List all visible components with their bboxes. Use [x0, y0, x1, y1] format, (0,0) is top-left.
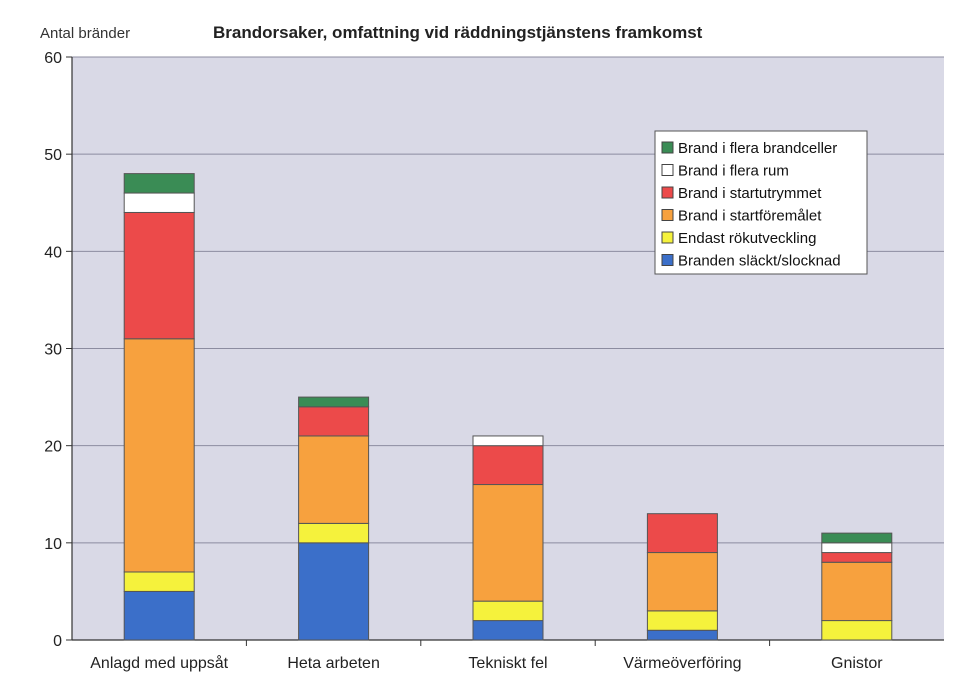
bar-segment: [298, 435, 370, 524]
bar-segment: [646, 629, 718, 641]
x-tick-label: Anlagd med uppsåt: [90, 654, 228, 672]
bar-segment: [472, 435, 544, 447]
bar-segment: [472, 620, 544, 641]
bar-segment: [646, 610, 718, 631]
bar-segment: [298, 396, 370, 408]
bar-segment: [821, 552, 893, 563]
legend-swatch: [661, 231, 674, 244]
bar-segment: [646, 513, 718, 554]
legend-label: Endast rökutveckling: [678, 230, 816, 247]
bar-segment: [472, 600, 544, 622]
bar-segment: [821, 561, 893, 622]
bar-segment: [123, 571, 195, 592]
bar-segment: [298, 406, 370, 437]
y-axis-title: Antal bränder: [40, 25, 130, 42]
bar-segment: [123, 192, 195, 213]
legend-label: Brand i startutrymmet: [678, 185, 822, 202]
bar-segment: [821, 532, 893, 544]
legend-label: Brand i flera rum: [678, 163, 789, 180]
x-tick-label: Gnistor: [831, 655, 883, 672]
bar-segment: [123, 338, 195, 573]
y-tick-label: 60: [44, 50, 62, 67]
legend-box: [654, 130, 868, 275]
legend-swatch: [661, 254, 674, 266]
y-tick-label: 40: [44, 244, 62, 261]
x-tick-label: Värmeöverföring: [623, 655, 741, 672]
legend-label: Brand i flera brandceller: [678, 140, 837, 157]
legend-swatch: [661, 141, 674, 154]
legend-swatch: [661, 164, 674, 176]
y-tick-label: 0: [53, 633, 62, 650]
bar-segment: [821, 620, 893, 641]
bar-segment: [123, 173, 195, 194]
y-tick-label: 30: [44, 342, 62, 359]
bar-segment: [123, 211, 195, 340]
bar-segment: [298, 522, 370, 544]
legend-swatch: [661, 186, 674, 199]
legend-label: Brand i startföremålet: [678, 208, 822, 225]
bar-segment: [472, 484, 544, 602]
bar-segment: [472, 445, 544, 486]
chart-title: Brandorsaker, omfattning vid räddningstj…: [213, 23, 703, 42]
bar-segment: [646, 552, 718, 612]
y-tick-label: 20: [44, 439, 62, 456]
legend-swatch: [661, 209, 674, 221]
legend: Brand i flera brandceller Brand i flera r…: [654, 130, 868, 275]
bar-segment: [821, 542, 893, 554]
bar-segment: [298, 542, 370, 641]
y-tick-label: 50: [44, 147, 62, 164]
legend-label: Branden släckt/slocknad: [678, 253, 841, 270]
x-tick-label: Heta arbeten: [287, 655, 380, 672]
bar-segment: [123, 590, 195, 641]
y-tick-label: 10: [44, 536, 62, 553]
x-tick-label: Tekniskt fel: [468, 655, 547, 672]
